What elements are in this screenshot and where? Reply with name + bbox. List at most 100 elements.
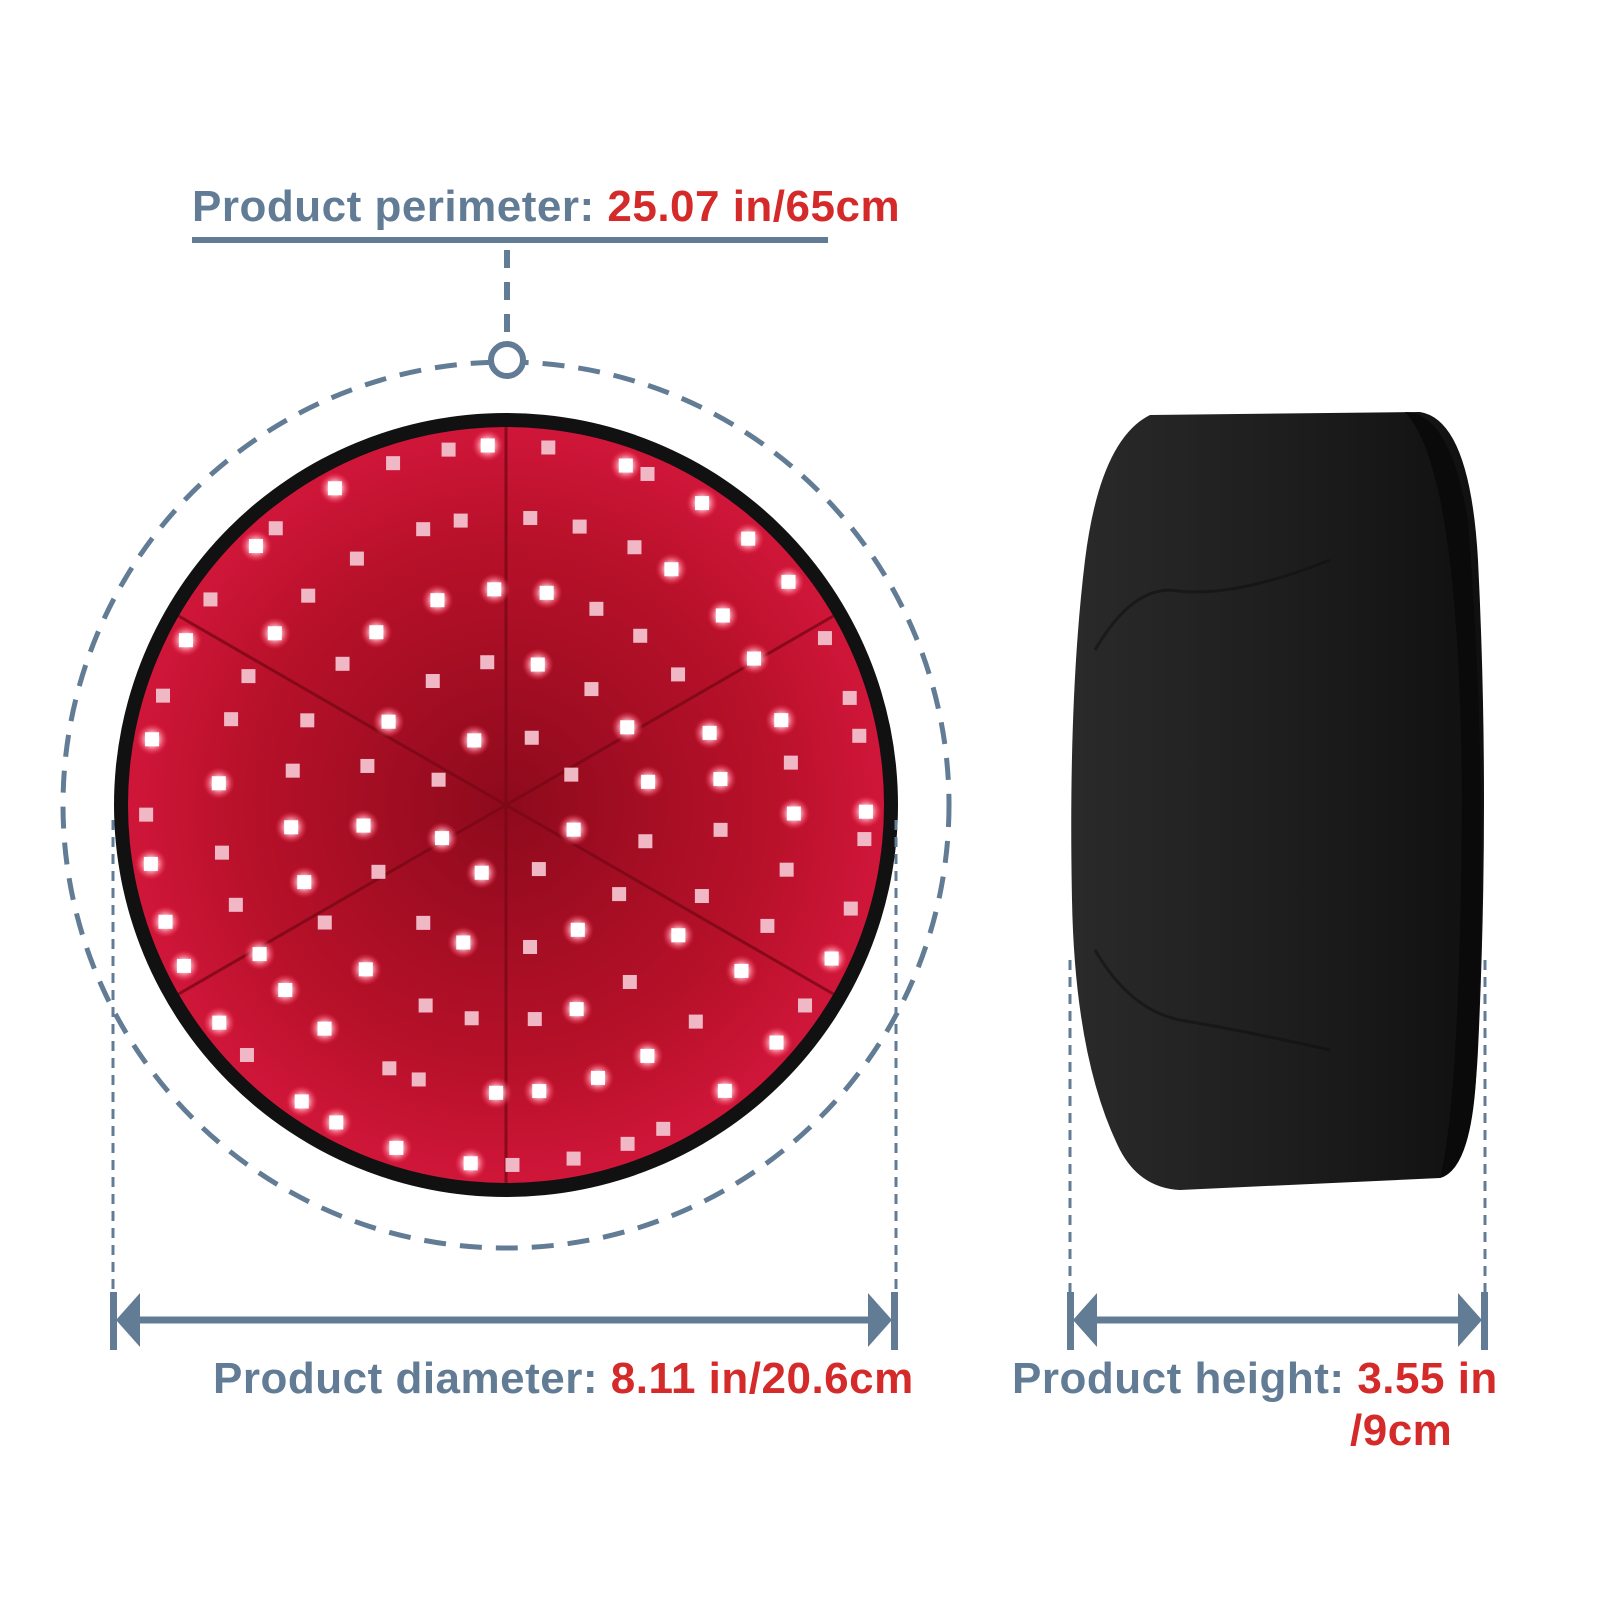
- led-icon: [418, 998, 433, 1013]
- led-icon: [541, 440, 556, 455]
- led-icon: [622, 974, 637, 989]
- led-icon: [371, 864, 386, 879]
- led-icon: [228, 897, 243, 912]
- led-icon: [638, 834, 653, 849]
- led-icon: [416, 915, 431, 930]
- led-icon: [317, 915, 332, 930]
- led-icon: [300, 713, 315, 728]
- led-icon: [633, 628, 648, 643]
- led-icon: [453, 513, 468, 528]
- led-icon: [631, 1039, 664, 1072]
- led-icon: [557, 813, 590, 846]
- led-icon: [288, 866, 321, 899]
- led-icon: [458, 724, 491, 757]
- led-icon: [798, 998, 813, 1013]
- diameter-label: Product diameter:: [213, 1354, 599, 1403]
- led-icon: [464, 1011, 479, 1026]
- led-icon: [285, 763, 300, 778]
- led-icon: [662, 919, 695, 952]
- led-icon: [560, 993, 593, 1026]
- led-icon: [360, 758, 375, 773]
- led-icon: [480, 655, 495, 670]
- led-icon: [656, 1121, 671, 1136]
- led-icon: [301, 588, 316, 603]
- led-icon: [732, 522, 765, 555]
- led-icon: [505, 1157, 520, 1172]
- led-icon: [258, 617, 291, 650]
- led-icon: [454, 1147, 487, 1180]
- led-icon: [241, 669, 256, 684]
- led-icon: [360, 616, 393, 649]
- led-icon: [465, 856, 498, 889]
- led-icon: [627, 540, 642, 555]
- led-icon: [202, 767, 235, 800]
- led-icon: [857, 832, 872, 847]
- led-icon: [318, 472, 351, 505]
- led-icon: [772, 565, 805, 598]
- led-icon: [713, 822, 728, 837]
- diameter-annotation: Product diameter: 8.11 in/20.6cm: [213, 1354, 914, 1404]
- led-icon: [582, 1061, 615, 1094]
- led-icon: [425, 674, 440, 689]
- led-icon: [849, 795, 882, 828]
- led-icon: [386, 456, 401, 471]
- led-icon: [347, 809, 380, 842]
- led-icon: [372, 705, 405, 738]
- led-icon: [655, 553, 688, 586]
- led-icon: [349, 551, 364, 566]
- led-icon: [478, 573, 511, 606]
- led-icon: [686, 487, 719, 520]
- led-icon: [471, 429, 504, 462]
- led-icon: [640, 466, 655, 481]
- led-icon: [561, 913, 594, 946]
- led-icon: [275, 811, 308, 844]
- led-icon: [308, 1012, 341, 1045]
- led-icon: [441, 442, 456, 457]
- height-annotation: Product height: 3.55 in: [1012, 1354, 1498, 1404]
- led-icon: [139, 807, 154, 822]
- led-icon: [852, 728, 867, 743]
- led-icon: [431, 772, 446, 787]
- led-icon: [704, 763, 737, 796]
- led-icon: [706, 599, 739, 632]
- led-icon: [584, 682, 599, 697]
- led-icon: [239, 1047, 254, 1062]
- led-icon: [842, 690, 857, 705]
- led-icon: [530, 576, 563, 609]
- diameter-value: 8.11 in/20.6cm: [610, 1354, 914, 1403]
- led-icon: [382, 1061, 397, 1076]
- led-icon: [320, 1106, 353, 1139]
- led-icon: [609, 449, 642, 482]
- height-value-line2: /9cm: [1350, 1406, 1453, 1455]
- led-icon: [203, 1006, 236, 1039]
- led-icon: [269, 973, 302, 1006]
- led-icon: [134, 847, 167, 880]
- perimeter-value: 25.07 in/65cm: [607, 182, 901, 231]
- perimeter-marker-circle: [488, 341, 526, 379]
- led-icon: [737, 642, 770, 675]
- led-icon: [760, 1026, 793, 1059]
- perimeter-underline: [192, 237, 828, 243]
- led-icon: [527, 1012, 542, 1027]
- led-icon: [426, 822, 459, 855]
- led-icon: [421, 584, 454, 617]
- height-label: Product height:: [1012, 1354, 1345, 1403]
- led-icon: [349, 953, 382, 986]
- led-icon: [760, 918, 775, 933]
- led-icon: [243, 938, 276, 971]
- cap-side-view-photo: [1071, 412, 1484, 1190]
- led-icon: [521, 648, 554, 681]
- led-interior-photo: [128, 427, 884, 1183]
- diameter-arrow: [110, 1292, 898, 1350]
- led-icon: [817, 631, 832, 646]
- led-icon: [779, 862, 794, 877]
- led-icon: [416, 522, 431, 537]
- height-arrow: [1067, 1292, 1488, 1350]
- led-icon: [285, 1085, 318, 1118]
- led-icon: [149, 905, 182, 938]
- led-icon: [523, 511, 538, 526]
- led-icon: [523, 1075, 556, 1108]
- led-icon: [447, 926, 480, 959]
- perimeter-label: Product perimeter:: [192, 182, 595, 231]
- led-icon: [214, 845, 229, 860]
